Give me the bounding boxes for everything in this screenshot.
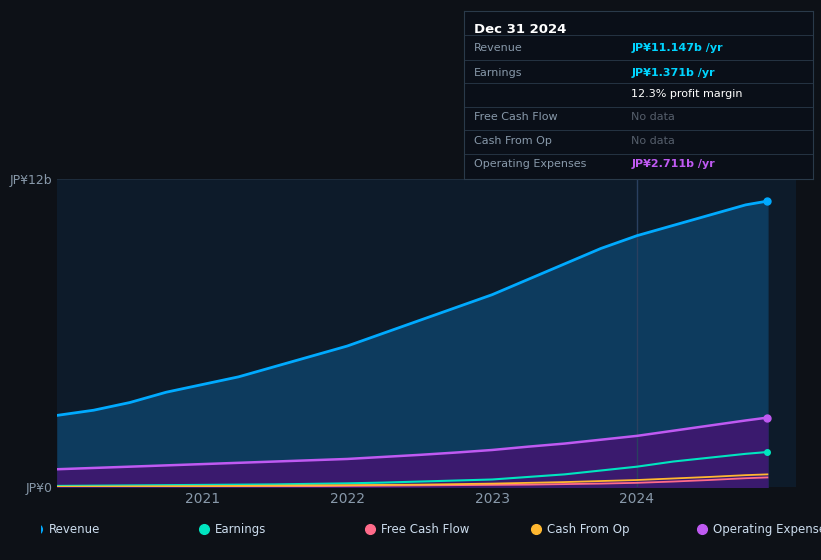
Text: 12.3% profit margin: 12.3% profit margin <box>631 88 743 99</box>
Text: JP¥1.371b /yr: JP¥1.371b /yr <box>631 68 715 78</box>
Text: No data: No data <box>631 112 675 122</box>
Text: Dec 31 2024: Dec 31 2024 <box>475 23 566 36</box>
Text: Free Cash Flow: Free Cash Flow <box>475 112 558 122</box>
Text: Cash From Op: Cash From Op <box>547 522 630 536</box>
Text: Revenue: Revenue <box>475 43 523 53</box>
Text: JP¥2.711b /yr: JP¥2.711b /yr <box>631 159 715 169</box>
Text: Operating Expenses: Operating Expenses <box>713 522 821 536</box>
Text: Earnings: Earnings <box>475 68 523 78</box>
Text: Revenue: Revenue <box>48 522 100 536</box>
Text: JP¥11.147b /yr: JP¥11.147b /yr <box>631 43 723 53</box>
Text: Earnings: Earnings <box>214 522 266 536</box>
Text: Operating Expenses: Operating Expenses <box>475 159 587 169</box>
Text: Cash From Op: Cash From Op <box>475 136 553 146</box>
Text: No data: No data <box>631 136 675 146</box>
Text: Free Cash Flow: Free Cash Flow <box>381 522 470 536</box>
